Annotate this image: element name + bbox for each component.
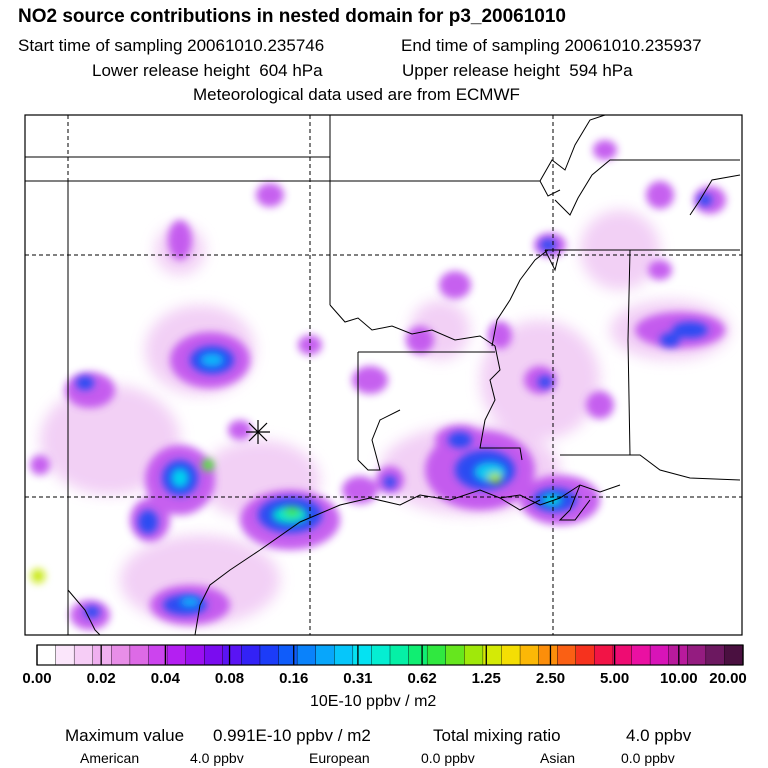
source-american-label: American bbox=[80, 750, 140, 766]
colorbar-cell bbox=[575, 644, 595, 666]
colorbar-cell bbox=[315, 644, 335, 666]
colorbar-cell bbox=[668, 644, 688, 666]
colorbar-tick-label: 2.50 bbox=[535, 670, 566, 687]
colorbar-cell bbox=[55, 644, 75, 666]
colorbar-cell bbox=[204, 644, 224, 666]
colorbar-cell bbox=[371, 644, 391, 666]
colorbar-cell bbox=[92, 644, 112, 666]
colorbar-tick-label: 10.00 bbox=[660, 670, 698, 687]
source-european-label: European bbox=[309, 750, 370, 766]
colorbar-cell bbox=[334, 644, 354, 666]
colorbar-cell bbox=[259, 644, 280, 666]
colorbar-tick-label: 1.25 bbox=[471, 670, 501, 687]
colorbar-cell bbox=[278, 644, 298, 666]
colorbar-cell bbox=[519, 644, 540, 666]
colorbar-major-ticks bbox=[36, 645, 744, 665]
source-european-value: 0.0 ppbv bbox=[421, 750, 475, 766]
max-value-label: Maximum value bbox=[65, 726, 185, 745]
colorbar-cell bbox=[687, 644, 707, 666]
colorbar-cell bbox=[408, 644, 428, 666]
colorbar-tick-label: 0.04 bbox=[150, 670, 180, 687]
colorbar-cell bbox=[649, 644, 670, 666]
colorbar-tick-label: 5.00 bbox=[600, 670, 630, 687]
colorbar-cell bbox=[594, 644, 614, 666]
colorbar-cell bbox=[538, 644, 558, 666]
colorbar-cell bbox=[296, 644, 317, 666]
source-american-value: 4.0 ppbv bbox=[190, 750, 244, 766]
colorbar-tick-label: 0.31 bbox=[343, 670, 373, 687]
plume-hotspots bbox=[31, 353, 562, 607]
colorbar-cell bbox=[445, 644, 465, 666]
colorbar-cell bbox=[36, 644, 57, 666]
colorbar-cell bbox=[148, 644, 168, 666]
colorbar-tick-label: 0.16 bbox=[279, 670, 309, 687]
colorbar-cell bbox=[705, 644, 725, 666]
colorbar-cell bbox=[166, 644, 187, 666]
source-asian-label: Asian bbox=[540, 750, 576, 766]
colorbar-cell bbox=[631, 644, 651, 666]
max-value: 0.991E-10 ppbv / m2 bbox=[213, 726, 371, 745]
source-asian-value: 0.0 ppbv bbox=[621, 750, 675, 766]
colorbar-units: 10E-10 ppbv / m2 bbox=[310, 693, 437, 710]
colorbar-tick-label: 0.00 bbox=[22, 670, 52, 687]
colorbar-cell bbox=[557, 644, 577, 666]
start-time: Start time of sampling 20061010.235746 bbox=[18, 36, 325, 55]
colorbar-cell bbox=[185, 644, 205, 666]
total-mixing-value: 4.0 ppbv bbox=[626, 726, 692, 745]
colorbar-cell bbox=[724, 644, 744, 666]
colorbar-tick-label: 0.08 bbox=[214, 670, 245, 687]
colorbar-cell bbox=[501, 644, 521, 666]
release-location-marker bbox=[246, 420, 270, 444]
met-data-source: Meteorological data used are from ECMWF bbox=[193, 85, 520, 104]
colorbar-cell bbox=[222, 644, 242, 666]
colorbar-cells bbox=[36, 644, 744, 666]
colorbar-cell bbox=[129, 644, 149, 666]
plot-title: NO2 source contributions in nested domai… bbox=[18, 6, 566, 27]
lat-lon-grid bbox=[25, 115, 742, 635]
lower-release-height: Lower release height 604 hPa bbox=[92, 61, 323, 80]
colorbar-tick-label: 0.02 bbox=[86, 670, 116, 687]
colorbar-cell bbox=[426, 644, 447, 666]
colorbar-cell bbox=[464, 644, 484, 666]
total-mixing-label: Total mixing ratio bbox=[433, 726, 561, 745]
upper-release-height: Upper release height 594 hPa bbox=[402, 61, 633, 80]
colorbar-cell bbox=[352, 644, 372, 666]
colorbar-cell bbox=[241, 644, 261, 666]
colorbar-tick-label: 20.00 bbox=[709, 670, 747, 687]
colorbar-cell bbox=[389, 644, 410, 666]
map-frame bbox=[24, 114, 743, 636]
colorbar-cell bbox=[612, 644, 633, 666]
end-time: End time of sampling 20061010.235937 bbox=[401, 36, 702, 55]
colorbar-cell bbox=[111, 644, 131, 666]
colorbar-cell bbox=[73, 644, 94, 666]
colorbar-tick-label: 0.62 bbox=[407, 670, 437, 687]
